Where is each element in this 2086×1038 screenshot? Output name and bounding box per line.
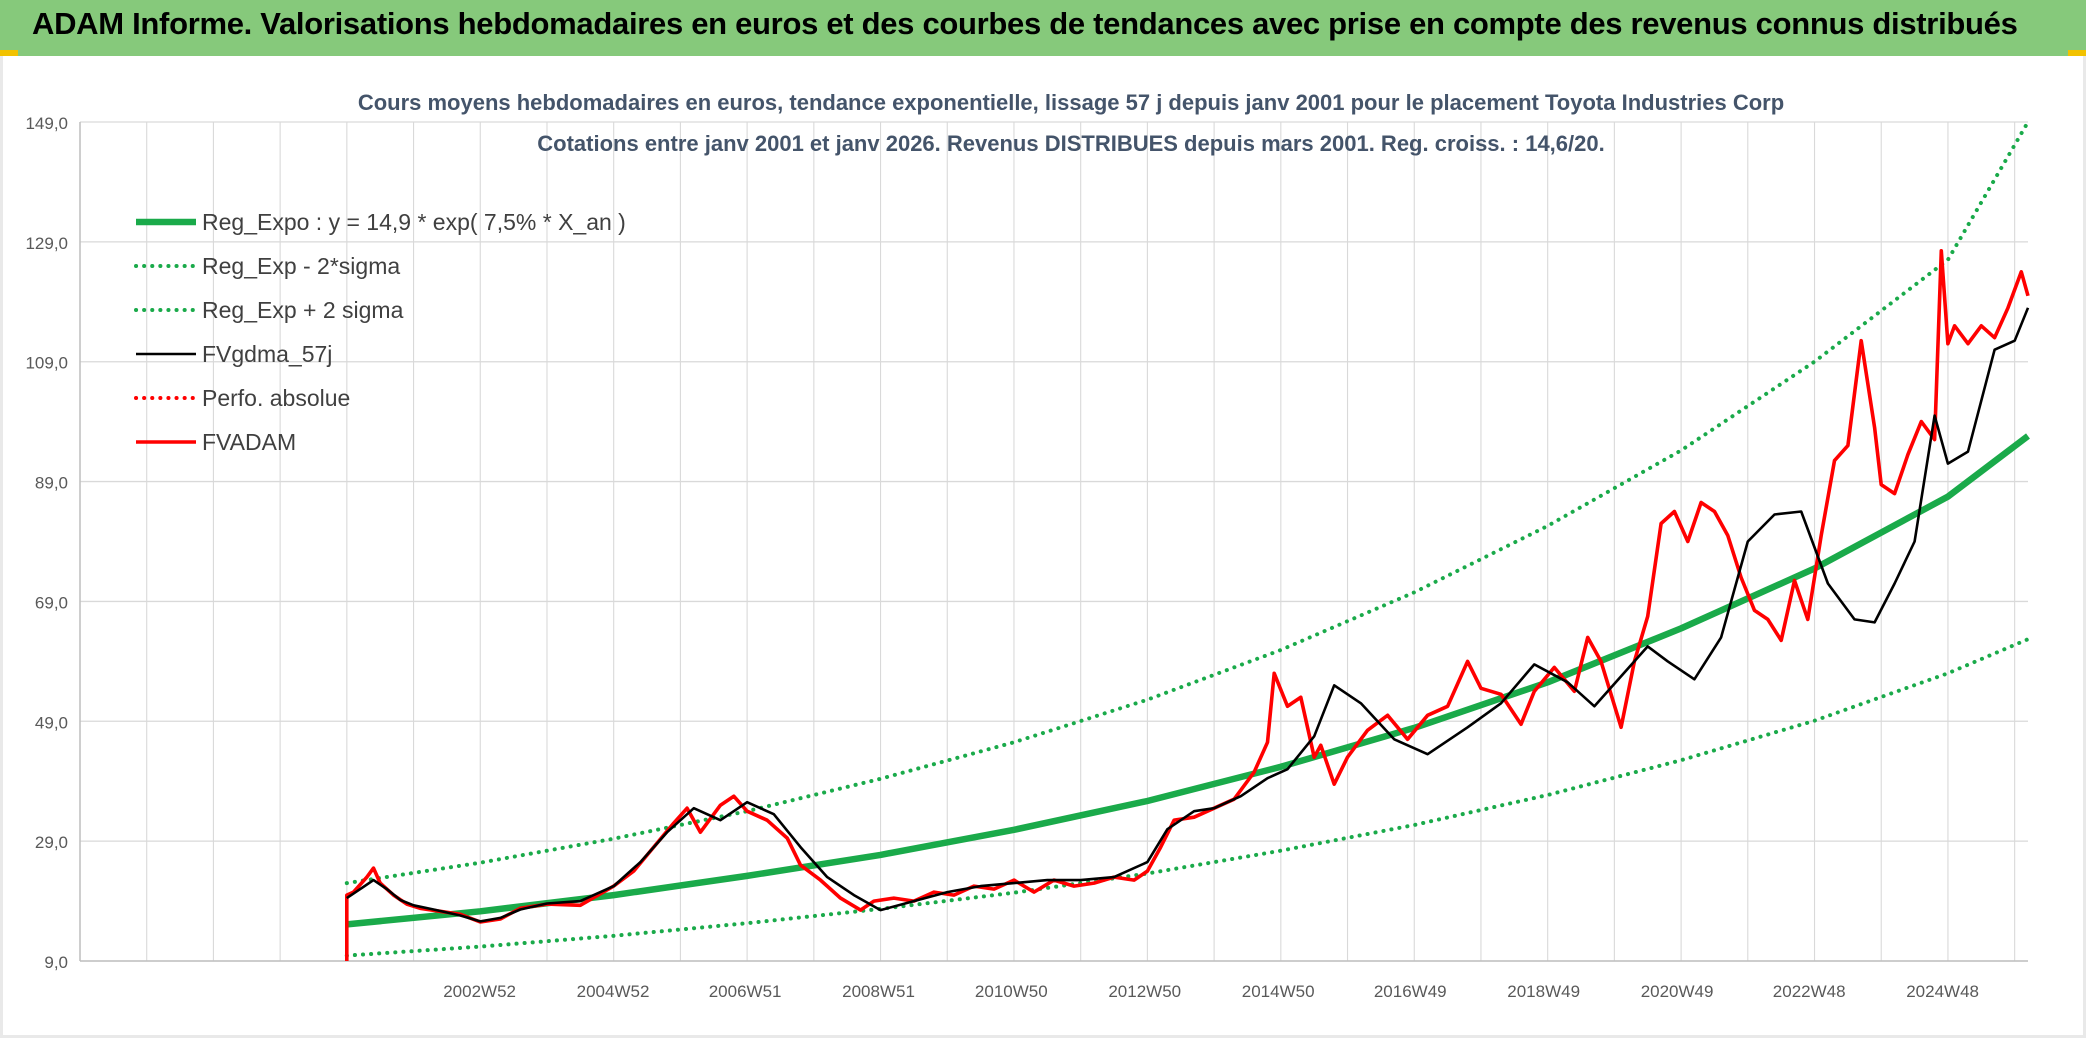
report-title: ADAM Informe. Valorisations hebdomadaire…	[32, 6, 2018, 41]
x-tick-label: 2010W50	[975, 982, 1048, 1001]
y-tick-label: 129,0	[25, 234, 68, 253]
legend: Reg_Expo : y = 14,9 * exp( 7,5% * X_an )…	[134, 209, 626, 455]
y-tick-label: 109,0	[25, 354, 68, 373]
header-corner-left	[0, 50, 18, 56]
x-tick-label: 2024W48	[1906, 982, 1979, 1001]
axes: 9,0 29,0 49,0 69,0 89,0 109,0 129,0 149,0 2002W5…	[25, 114, 2028, 1001]
header-corner-right	[2068, 50, 2086, 56]
legend-label: Reg_Expo : y = 14,9 * exp( 7,5% * X_an )	[202, 209, 626, 235]
x-tick-label: 2016W49	[1374, 982, 1447, 1001]
x-tick-label: 2020W49	[1641, 982, 1714, 1001]
y-tick-label: 149,0	[25, 114, 68, 133]
series-lines	[344, 120, 2030, 961]
legend-label: Perfo. absolue	[202, 385, 350, 411]
series-line-0	[346, 433, 2030, 928]
legend-label: FVgdma_57j	[202, 341, 332, 367]
chart-title: Cours moyens hebdomadaires en euros, ten…	[358, 90, 1784, 115]
x-tick-label: 2014W50	[1242, 982, 1315, 1001]
legend-label: Reg_Exp - 2*sigma	[202, 253, 400, 279]
series-line-5	[345, 249, 2030, 961]
y-tick-label: 49,0	[35, 713, 68, 732]
grid	[79, 121, 2028, 962]
x-tick-label: 2004W52	[577, 982, 650, 1001]
y-tick-label: 69,0	[35, 593, 68, 612]
series-line-1	[344, 637, 2030, 958]
y-tick-label: 9,0	[44, 953, 68, 972]
y-tick-label: 29,0	[35, 833, 68, 852]
legend-label: Reg_Exp + 2 sigma	[202, 297, 404, 323]
x-tick-label: 2002W52	[443, 982, 516, 1001]
chart-subtitle: Cotations entre janv 2001 et janv 2026. …	[537, 131, 1604, 156]
y-tick-label: 89,0	[35, 474, 68, 493]
legend-label: FVADAM	[202, 429, 296, 455]
x-tick-label: 2006W51	[709, 982, 782, 1001]
x-tick-label: 2022W48	[1773, 982, 1846, 1001]
x-tick-label: 2018W49	[1507, 982, 1580, 1001]
series-line-2	[344, 120, 2030, 886]
x-tick-label: 2012W50	[1108, 982, 1181, 1001]
series-line-3	[346, 307, 2030, 923]
x-tick-label: 2008W51	[842, 982, 915, 1001]
report-header: ADAM Informe. Valorisations hebdomadaire…	[0, 0, 2086, 56]
